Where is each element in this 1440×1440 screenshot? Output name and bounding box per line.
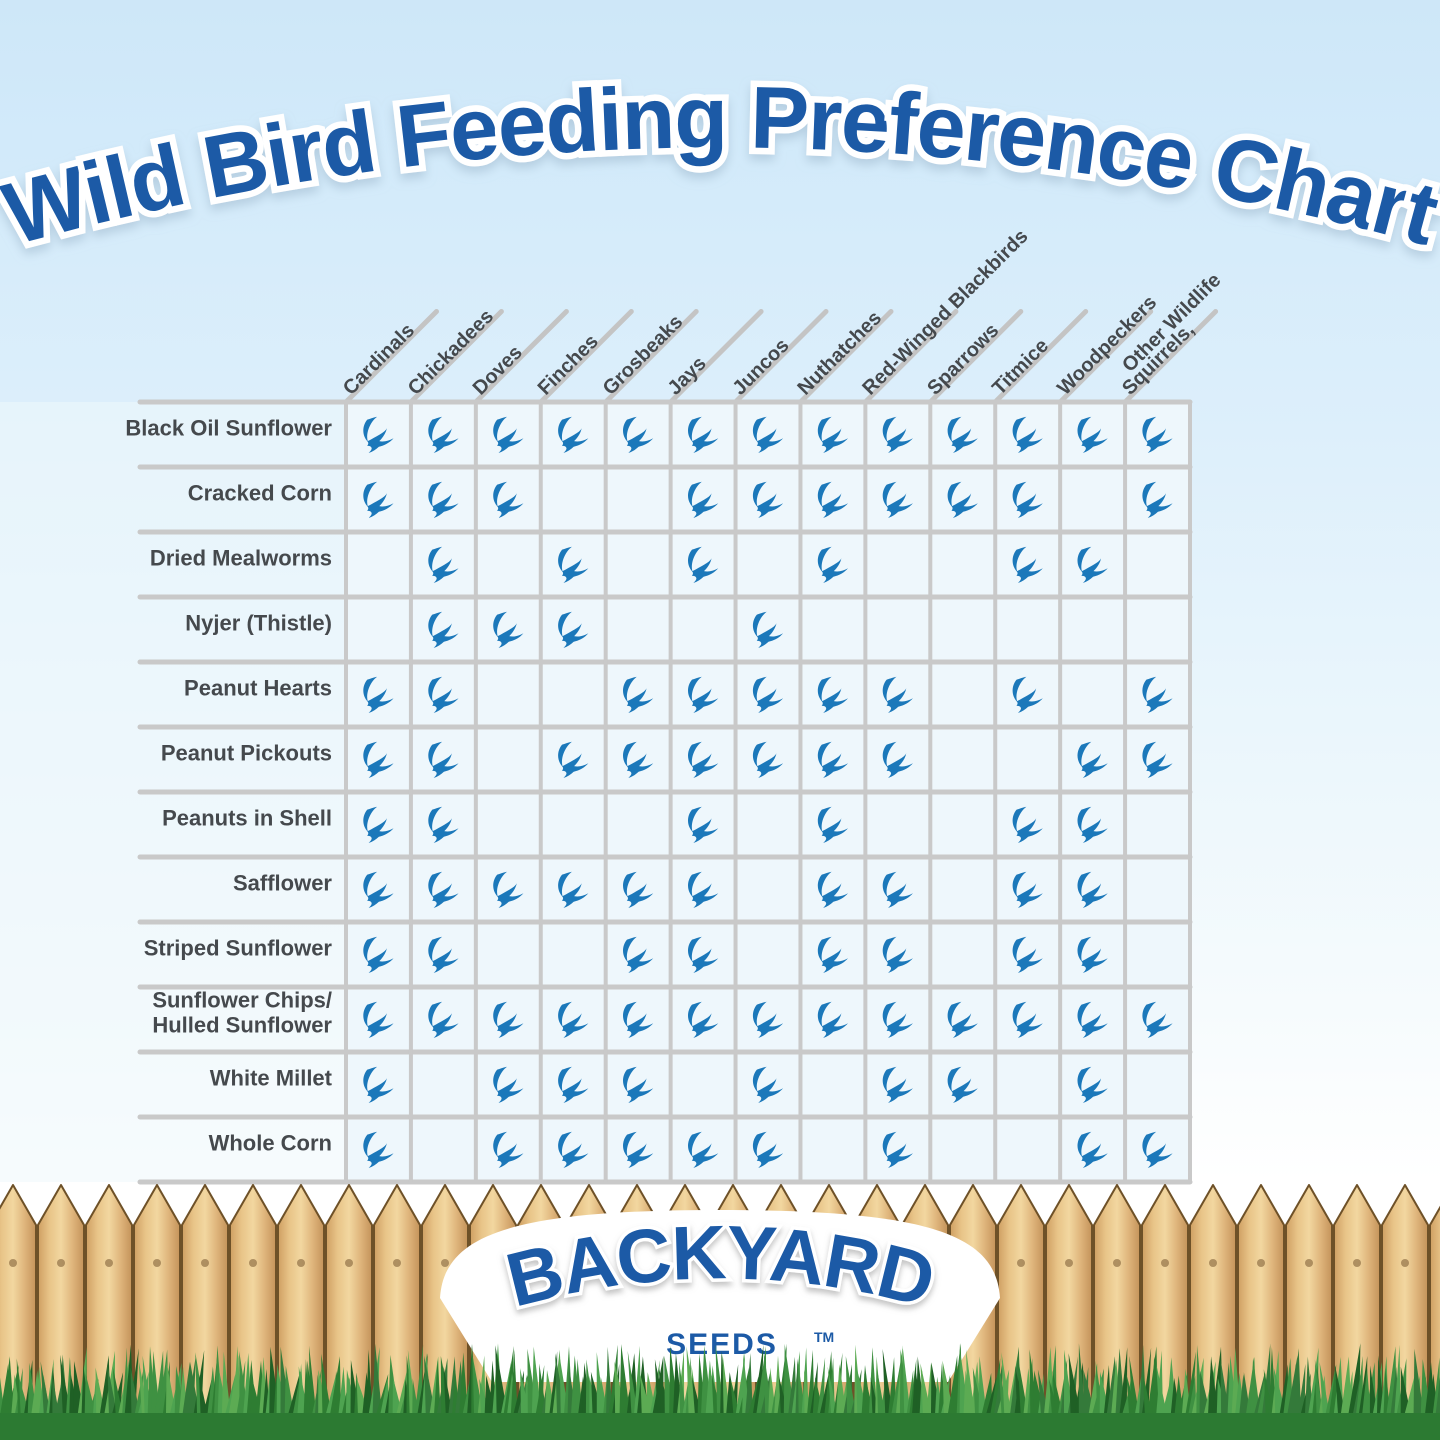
- svg-text:Peanuts in Shell: Peanuts in Shell: [162, 806, 332, 831]
- svg-text:Safflower: Safflower: [233, 871, 332, 896]
- svg-text:Jays: Jays: [664, 353, 711, 400]
- svg-text:Hulled Sunflower: Hulled Sunflower: [152, 1013, 332, 1038]
- svg-text:Cracked Corn: Cracked Corn: [188, 481, 332, 506]
- svg-text:Black Oil Sunflower: Black Oil Sunflower: [125, 416, 332, 441]
- svg-text:Juncos: Juncos: [728, 334, 793, 399]
- svg-text:Titmice: Titmice: [988, 335, 1053, 400]
- svg-text:Striped Sunflower: Striped Sunflower: [144, 936, 333, 961]
- svg-text:Peanut Pickouts: Peanut Pickouts: [161, 741, 332, 766]
- svg-text:White Millet: White Millet: [210, 1066, 333, 1091]
- svg-text:Doves: Doves: [469, 342, 527, 400]
- svg-text:Nyjer (Thistle): Nyjer (Thistle): [185, 611, 332, 636]
- svg-text:TM: TM: [814, 1329, 834, 1345]
- svg-text:Peanut Hearts: Peanut Hearts: [184, 676, 332, 701]
- svg-text:Finches: Finches: [534, 331, 603, 400]
- svg-text:Dried Mealworms: Dried Mealworms: [150, 546, 332, 571]
- svg-text:Sunflower Chips/: Sunflower Chips/: [152, 988, 332, 1013]
